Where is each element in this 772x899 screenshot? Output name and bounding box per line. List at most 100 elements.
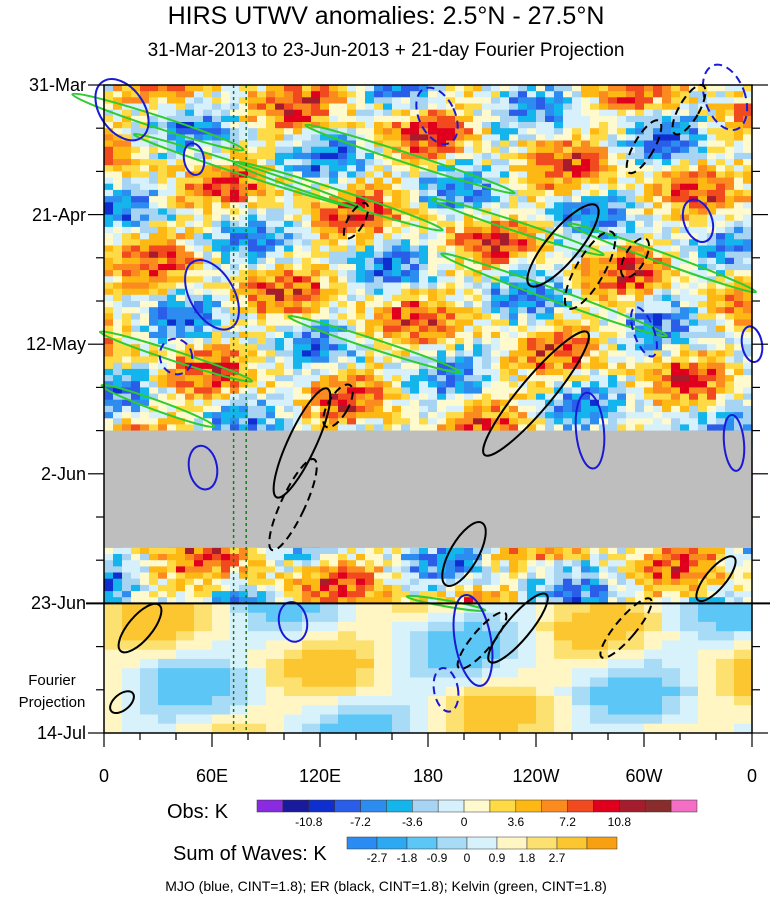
- anomaly-cell: [482, 393, 492, 401]
- anomaly-cell: [734, 239, 744, 247]
- anomaly-cell: [140, 325, 150, 333]
- anomaly-cell: [527, 109, 537, 117]
- anomaly-cell: [707, 122, 717, 129]
- anomaly-cell: [725, 344, 735, 351]
- anomaly-cell: [662, 307, 672, 314]
- anomaly-cell: [122, 128, 132, 135]
- anomaly-cell: [410, 405, 420, 413]
- anomaly-cell: [194, 159, 204, 166]
- anomaly-cell: [167, 226, 177, 234]
- anomaly-cell: [320, 146, 330, 154]
- anomaly-cell: [518, 214, 528, 222]
- anomaly-cell: [491, 183, 501, 191]
- anomaly-cell: [473, 208, 483, 216]
- anomaly-cell: [383, 196, 393, 203]
- anomaly-cell: [698, 270, 708, 277]
- anomaly-cell: [221, 146, 231, 154]
- anomaly-cell: [473, 270, 483, 277]
- anomaly-cell: [410, 412, 420, 419]
- anomaly-cell: [131, 140, 141, 148]
- anomaly-cell: [419, 350, 429, 358]
- anomaly-cell: [194, 307, 204, 314]
- anomaly-cell: [275, 387, 285, 395]
- anomaly-cell: [221, 257, 231, 265]
- anomaly-cell: [491, 393, 501, 401]
- anomaly-cell: [113, 128, 123, 135]
- anomaly-cell: [419, 424, 429, 432]
- anomaly-cell: [239, 233, 249, 240]
- anomaly-cell: [446, 424, 456, 432]
- anomaly-cell: [572, 350, 582, 358]
- anomaly-cell: [167, 202, 177, 210]
- anomaly-cell: [698, 375, 708, 382]
- anomaly-cell: [509, 109, 519, 117]
- anomaly-cell: [698, 399, 708, 407]
- anomaly-cell: [743, 270, 753, 277]
- anomaly-cell: [626, 245, 636, 253]
- anomaly-cell: [500, 319, 510, 327]
- anomaly-cell: [626, 177, 636, 185]
- anomaly-cell: [131, 325, 141, 333]
- anomaly-cell: [572, 307, 582, 314]
- anomaly-cell: [689, 109, 699, 117]
- anomaly-cell: [608, 331, 618, 339]
- anomaly-cell: [698, 251, 708, 259]
- anomaly-cell: [158, 375, 168, 382]
- anomaly-cell: [671, 424, 681, 432]
- anomaly-cell: [689, 152, 699, 160]
- anomaly-cell: [392, 368, 402, 376]
- anomaly-cell: [608, 301, 618, 308]
- anomaly-cell: [626, 257, 636, 265]
- anomaly-cell: [140, 381, 150, 388]
- anomaly-cell: [221, 159, 231, 166]
- anomaly-cell: [482, 189, 492, 197]
- anomaly-cell: [392, 362, 402, 370]
- anomaly-cell: [194, 239, 204, 247]
- anomaly-cell: [563, 325, 573, 333]
- anomaly-cell: [464, 288, 474, 296]
- anomaly-cell: [563, 264, 573, 271]
- anomaly-cell: [662, 177, 672, 185]
- anomaly-cell: [545, 140, 555, 148]
- anomaly-cell: [194, 362, 204, 370]
- anomaly-cell: [599, 202, 609, 210]
- anomaly-cell: [266, 350, 276, 358]
- anomaly-cell: [617, 362, 627, 370]
- anomaly-cell: [275, 196, 285, 203]
- anomaly-cell: [482, 165, 492, 172]
- anomaly-cell: [644, 208, 654, 216]
- anomaly-cell: [284, 189, 294, 197]
- anomaly-cell: [122, 251, 132, 259]
- anomaly-cell: [410, 288, 420, 296]
- anomaly-cell: [716, 307, 726, 314]
- anomaly-cell: [626, 270, 636, 277]
- anomaly-cell: [644, 375, 654, 382]
- anomaly-cell: [563, 338, 573, 345]
- anomaly-cell: [572, 356, 582, 364]
- anomaly-cell: [257, 368, 267, 376]
- anomaly-cell: [698, 276, 708, 284]
- anomaly-cell: [491, 115, 501, 123]
- anomaly-cell: [590, 418, 600, 426]
- anomaly-cell: [410, 418, 420, 426]
- anomaly-cell: [365, 424, 375, 432]
- anomaly-cell: [275, 288, 285, 296]
- anomaly-cell: [257, 307, 267, 314]
- anomaly-cell: [617, 233, 627, 240]
- anomaly-cell: [365, 251, 375, 259]
- anomaly-cell: [104, 294, 114, 302]
- anomaly-cell: [338, 418, 348, 426]
- anomaly-cell: [590, 325, 600, 333]
- anomaly-cell: [257, 159, 267, 166]
- anomaly-cell: [194, 177, 204, 185]
- anomaly-cell: [392, 189, 402, 197]
- anomaly-cell: [203, 381, 213, 388]
- anomaly-cell: [131, 350, 141, 358]
- anomaly-cell: [608, 344, 618, 351]
- anomaly-cell: [725, 418, 735, 426]
- anomaly-cell: [239, 226, 249, 234]
- anomaly-cell: [698, 171, 708, 179]
- anomaly-cell: [356, 103, 366, 111]
- anomaly-cell: [644, 405, 654, 413]
- anomaly-cell: [320, 91, 330, 98]
